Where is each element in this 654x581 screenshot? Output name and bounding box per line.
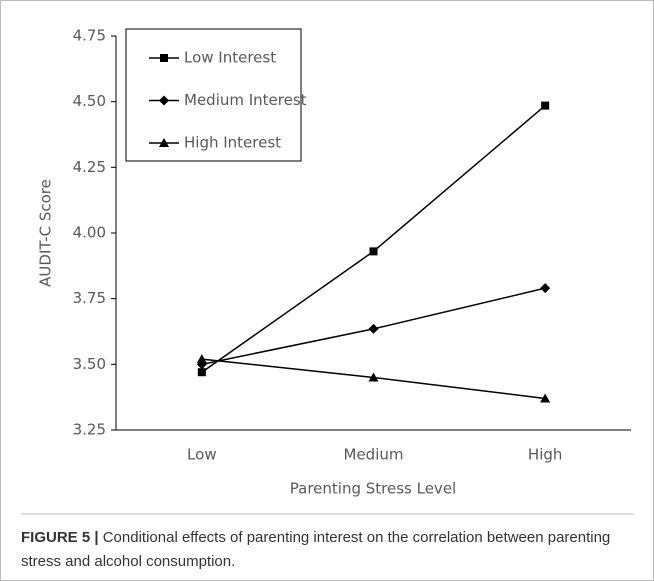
y-tick-label: 3.75: [73, 289, 106, 307]
legend-marker: [159, 138, 169, 147]
y-tick-label: 4.75: [73, 27, 106, 45]
marker: [540, 393, 551, 403]
y-tick-label: 3.50: [73, 355, 106, 373]
marker: [541, 101, 550, 110]
caption-label: FIGURE 5 |: [21, 529, 99, 546]
legend-marker: [160, 54, 168, 62]
caption: FIGURE 5 | Conditional effects of parent…: [21, 526, 621, 574]
marker: [196, 354, 207, 364]
legend-box: [125, 28, 302, 162]
marker: [540, 283, 551, 294]
legend-label: Medium Interest: [184, 91, 307, 109]
marker: [197, 368, 206, 377]
y-tick-label: 4.00: [73, 224, 106, 242]
y-tick-label: 4.25: [73, 158, 106, 176]
chart: AUDIT-C Score Parenting Stress Level 3.2…: [21, 27, 634, 515]
y-tick-label: 3.25: [73, 421, 106, 439]
y-axis-label: AUDIT-C Score: [37, 179, 55, 287]
x-axis-label: Parenting Stress Level: [290, 480, 456, 498]
legend-marker: [159, 95, 169, 106]
caption-text: Conditional effects of parenting interes…: [21, 529, 611, 570]
x-tick-label: High: [528, 446, 562, 464]
marker: [368, 323, 379, 334]
marker: [369, 247, 378, 256]
legend-label: Low Interest: [184, 49, 276, 67]
x-tick-label: Low: [187, 446, 217, 464]
x-tick-label: Medium: [344, 446, 404, 464]
y-tick-label: 4.50: [73, 92, 106, 110]
legend-label: High Interest: [184, 134, 281, 152]
marker: [368, 372, 379, 382]
